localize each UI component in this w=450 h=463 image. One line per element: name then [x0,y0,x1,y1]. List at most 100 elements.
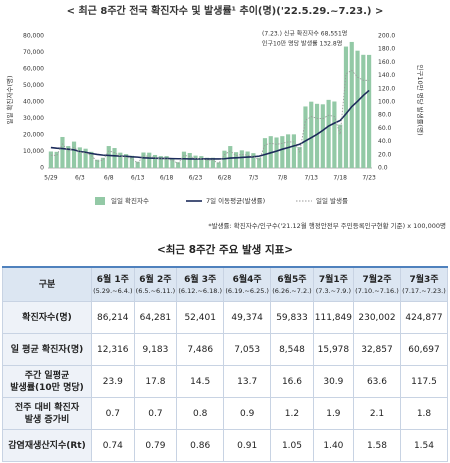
table-cell: 117.5 [399,365,449,398]
table-cell: 1.40 [312,429,355,462]
bar [343,46,349,169]
x-tick-label: 7/23 [362,175,376,182]
bar [233,152,239,168]
header-text: 6월5주 [277,274,307,285]
bar [164,156,169,168]
table-title: <최근 8주간 주요 발생 지표> [156,244,294,256]
table-cell: 1.9 [312,397,355,430]
y2-tick-label: 60.0 [378,125,392,132]
chart: < 최근 8주간 전국 확진자수 및 발생률¹ 추이(명)('22.5.29.~… [5,4,446,230]
header-text: 7월3주 [409,274,439,285]
y2-tick-label: 40.0 [378,138,392,145]
table-row: 확진자수(명) 86,214 64,281 52,401 49,374 59,833 111… [2,301,449,334]
row-label: 감염재생산지수(Rt) [2,429,92,462]
row-label: 일 평균 확진자(명) [2,333,92,366]
x-tick-label: 6/3 [75,175,85,182]
table-cell: 0.7 [91,397,135,430]
bar [83,148,88,168]
table-cell: 16.6 [270,365,314,398]
table-cell: 86,214 [91,301,135,334]
bar [349,41,354,168]
y-tick-label: 50,000 [23,82,44,89]
table-cell: 30.9 [312,365,355,398]
bar [205,157,210,168]
chart-title: < 최근 8주간 전국 확진자수 및 발생률¹ 추이(명)('22.5.29.~… [67,4,384,17]
table-row: 주간 일평균 발생률(10만 명당) 23.9 17.8 14.5 13.7 16.6 30… [2,365,449,398]
annotation: (7.23.) 신규 확진자수 68,551명 [262,30,347,38]
table-cell: 17.8 [133,365,178,398]
legend-label: 7일 이동평균(발생률) [206,196,265,205]
x-tick-label: 6/18 [160,175,174,182]
header-cell: 6월 2주 (6.5.~6.11.) [133,266,178,302]
table-cell: 111,849 [312,301,355,334]
table-cell: 13.7 [223,365,272,398]
header-text: 6월 1주 [96,274,129,285]
y-tick-label: 80,000 [23,33,44,40]
table-row: 감염재생산지수(Rt) 0.74 0.79 0.86 0.91 1.05 1.40 1.58 1… [2,429,449,462]
y-tick-label: 70,000 [23,49,44,56]
bar [326,99,331,168]
indicator-table: 구분 6월 1주 (5.29.~6.4.) 6월 2주 (6.5.~6.11.) 6월 3… [2,266,449,462]
table-cell: 0.86 [176,429,225,462]
y2-axis-label: 인구10만 명당 발생률(명) [416,64,425,135]
bar [239,150,244,168]
bar [245,151,250,168]
bar [89,151,94,168]
bar [48,151,53,168]
bar [228,146,233,168]
table-cell: 64,281 [133,301,178,334]
legend-label: 일일 확진자수 [111,196,149,205]
header-cell: 7월3주 (7.17.~7.23.) [399,266,449,302]
bar [106,146,111,168]
y-tick-label: 0 [40,165,44,172]
bar [100,157,106,168]
x-tick-label: 6/13 [131,175,145,182]
bar [367,54,372,168]
bar [77,147,82,168]
table-cell: 1.8 [399,397,449,430]
table-cell: 12,316 [91,333,135,366]
bar [124,154,129,168]
x-tick-label: 7/3 [249,175,259,182]
table-cell: 1.2 [270,397,314,430]
header-row: 구분 6월 1주 (5.29.~6.4.) 6월 2주 (6.5.~6.11.) 6월 3… [2,266,449,302]
x-tick-label: 7/18 [333,175,347,182]
bar [280,136,285,168]
y-tick-label: 60,000 [23,66,44,73]
row-label: 전주 대비 확진자 발생 증가비 [2,397,92,430]
bar [309,101,314,168]
line-series [50,69,370,165]
table-cell: 23.9 [91,365,135,398]
table-cell: 1.54 [399,429,449,462]
legend-label: 일일 발생률 [316,196,348,205]
table-cell: 230,002 [353,301,401,334]
bar [216,162,221,168]
table-cell: 0.8 [176,397,225,430]
y-tick-label: 30,000 [23,115,44,122]
header-period: (6.12.~6.18.) [178,286,222,295]
annotation: 인구10만 명당 발생률 132.8명 [262,40,342,48]
bar [332,101,337,168]
y2-tick-label: 140.0 [378,72,395,79]
table-cell: 14.5 [176,365,225,398]
table-cell: 0.74 [91,429,135,462]
bar [118,152,123,168]
x-tick-label: 5/29 [44,175,58,182]
y-axis-label: 일일 확진자수(명) [5,76,14,125]
bar [187,152,192,168]
table-cell: 0.9 [223,397,272,430]
header-text: 7월1주 [318,274,348,285]
bar [262,138,268,168]
y-tick-label: 40,000 [23,99,44,106]
row-label: 확진자수(명) [2,301,92,334]
x-tick-label: 7/8 [277,175,287,182]
header-cell: 7월2주 (7.10.~7.16.) [353,266,401,302]
table-cell: 32,857 [353,333,401,366]
header-period: (5.29.~6.4.) [93,286,133,295]
bar [291,134,296,168]
header-text: 6월 2주 [139,274,172,285]
bar [361,54,366,169]
x-tick-label: 6/8 [104,175,114,182]
line-series [50,89,370,160]
